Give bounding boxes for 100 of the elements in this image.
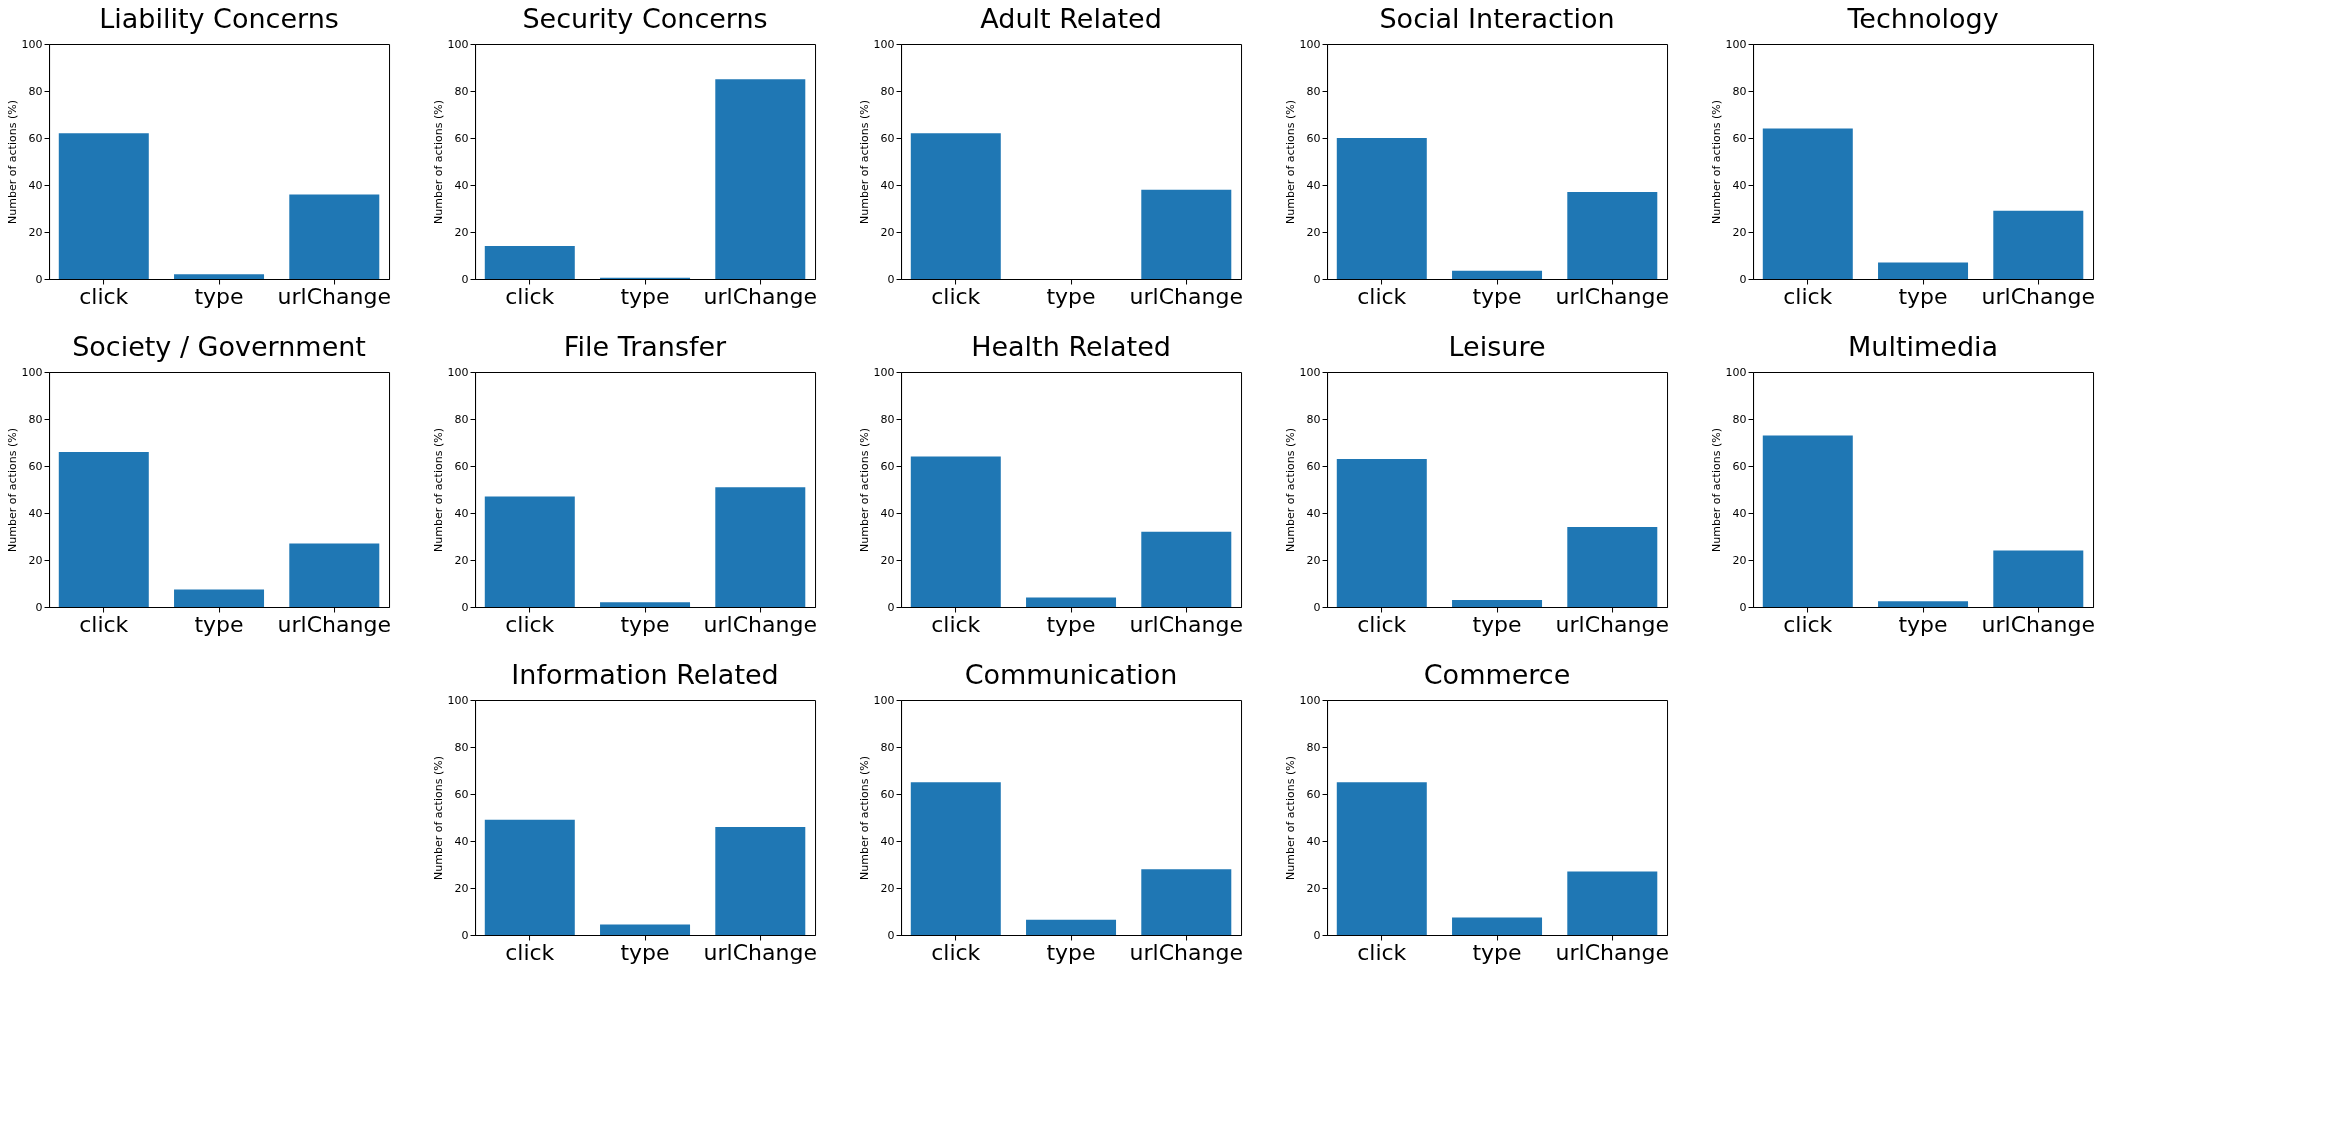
y-tick-label: 40 <box>454 178 469 192</box>
x-tick-label: type <box>620 611 670 637</box>
y-tick-label: 20 <box>880 553 895 567</box>
y-tick-label: 100 <box>1299 37 1321 51</box>
y-tick-label: 80 <box>28 84 43 98</box>
x-tick-label: type <box>194 283 244 309</box>
bar <box>910 456 1001 607</box>
x-tick-label: type <box>1898 283 1948 309</box>
y-tick-label: 20 <box>454 553 469 567</box>
bar <box>1336 782 1427 935</box>
bar <box>715 826 806 935</box>
y-tick-label: 0 <box>887 928 895 942</box>
x-tick-label: type <box>1046 283 1096 309</box>
x-tick-label: type <box>194 611 244 637</box>
y-axis-title: Number of actions (%) <box>1283 428 1297 552</box>
y-tick-label: 20 <box>454 881 469 895</box>
y-axis-title: Number of actions (%) <box>1709 428 1723 552</box>
bar <box>1567 871 1658 935</box>
x-tick-label: urlChange <box>1129 283 1243 309</box>
y-tick-label: 0 <box>887 272 895 286</box>
bar <box>1336 138 1427 279</box>
y-tick-label: 100 <box>21 37 43 51</box>
x-tick-label: click <box>1357 283 1407 309</box>
bar <box>1567 192 1658 279</box>
chart-title: Communication <box>964 659 1178 690</box>
x-tick-label: click <box>1357 939 1407 965</box>
x-tick-label: type <box>1472 611 1522 637</box>
y-tick-label: 80 <box>880 412 895 426</box>
bar <box>289 543 380 607</box>
y-tick-label: 40 <box>880 834 895 848</box>
y-tick-label: 0 <box>1313 600 1321 614</box>
y-tick-label: 20 <box>880 881 895 895</box>
bar <box>1141 531 1232 607</box>
x-tick-label: urlChange <box>703 611 817 637</box>
y-tick-label: 40 <box>880 506 895 520</box>
x-tick-label: click <box>1783 283 1833 309</box>
y-tick-label: 0 <box>35 272 43 286</box>
x-tick-label: type <box>1898 611 1948 637</box>
bar <box>1993 210 2084 279</box>
bar <box>715 487 806 607</box>
y-tick-label: 0 <box>35 600 43 614</box>
y-tick-label: 80 <box>1306 740 1321 754</box>
x-tick-label: type <box>1472 283 1522 309</box>
bar <box>1026 597 1117 607</box>
bar <box>910 782 1001 935</box>
x-tick-label: type <box>1046 939 1096 965</box>
bar <box>289 194 380 279</box>
bar <box>1762 128 1853 279</box>
x-tick-label: click <box>79 611 129 637</box>
bar <box>1452 270 1543 279</box>
y-tick-label: 40 <box>454 834 469 848</box>
x-tick-label: urlChange <box>1129 611 1243 637</box>
chart-title: Social Interaction <box>1379 3 1615 34</box>
y-tick-label: 100 <box>21 365 43 379</box>
bar <box>715 79 806 279</box>
x-tick-label: urlChange <box>1129 939 1243 965</box>
x-tick-label: type <box>620 283 670 309</box>
chart-title: Commerce <box>1423 659 1571 690</box>
chart-title: Society / Government <box>72 331 366 362</box>
y-tick-label: 60 <box>880 787 895 801</box>
bar <box>1452 917 1543 935</box>
chart-title: Technology <box>1846 3 1999 34</box>
x-tick-label: click <box>505 283 555 309</box>
y-tick-label: 60 <box>880 459 895 473</box>
bar <box>1336 458 1427 607</box>
y-tick-label: 60 <box>880 131 895 145</box>
chart-title: Multimedia <box>1847 331 1999 362</box>
y-tick-label: 100 <box>873 693 895 707</box>
x-tick-label: click <box>1783 611 1833 637</box>
y-tick-label: 0 <box>461 272 469 286</box>
y-axis-title: Number of actions (%) <box>857 100 871 224</box>
y-tick-label: 20 <box>1732 553 1747 567</box>
y-tick-label: 20 <box>1306 881 1321 895</box>
x-tick-label: click <box>931 283 981 309</box>
y-tick-label: 20 <box>1306 225 1321 239</box>
y-tick-label: 40 <box>880 178 895 192</box>
y-tick-label: 40 <box>1306 506 1321 520</box>
bar <box>484 819 575 935</box>
y-tick-label: 100 <box>1725 365 1747 379</box>
y-tick-label: 40 <box>1306 834 1321 848</box>
y-tick-label: 40 <box>28 506 43 520</box>
x-tick-label: type <box>1046 611 1096 637</box>
y-tick-label: 100 <box>1299 693 1321 707</box>
y-tick-label: 80 <box>1306 84 1321 98</box>
y-axis-title: Number of actions (%) <box>5 100 19 224</box>
bar <box>174 589 265 607</box>
x-tick-label: urlChange <box>1981 611 2095 637</box>
x-tick-label: urlChange <box>703 283 817 309</box>
x-tick-label: type <box>620 939 670 965</box>
y-axis-title: Number of actions (%) <box>1283 756 1297 880</box>
y-tick-label: 20 <box>28 553 43 567</box>
y-tick-label: 80 <box>1732 412 1747 426</box>
bar <box>1762 435 1853 607</box>
y-tick-label: 60 <box>1732 459 1747 473</box>
bar <box>58 451 149 607</box>
y-tick-label: 20 <box>1732 225 1747 239</box>
bar <box>600 602 691 607</box>
y-tick-label: 80 <box>1306 412 1321 426</box>
bar <box>1878 262 1969 279</box>
x-tick-label: click <box>931 939 981 965</box>
